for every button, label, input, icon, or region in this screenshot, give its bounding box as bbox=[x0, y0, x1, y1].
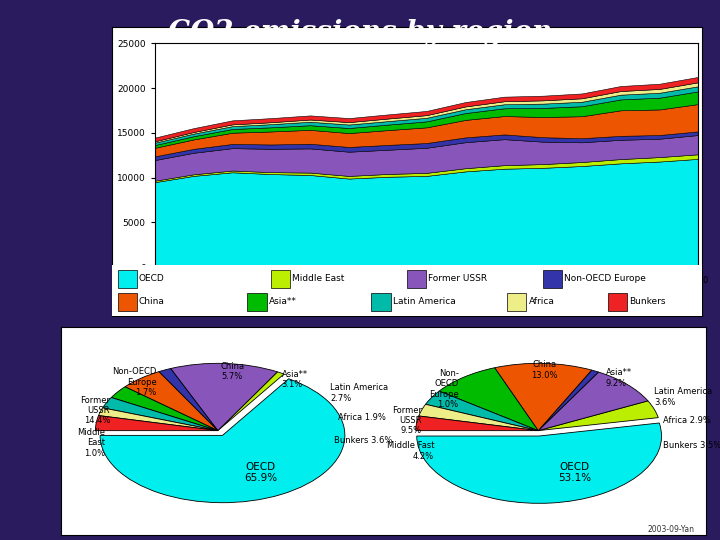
Text: Asia**
3.1%: Asia** 3.1% bbox=[282, 370, 307, 389]
Wedge shape bbox=[539, 370, 598, 431]
Text: Bunkers: Bunkers bbox=[629, 297, 665, 306]
Wedge shape bbox=[125, 372, 218, 431]
Wedge shape bbox=[419, 404, 539, 431]
Text: Latin America
3.6%: Latin America 3.6% bbox=[654, 387, 713, 407]
Text: Africa 2.9%: Africa 2.9% bbox=[663, 416, 711, 425]
FancyBboxPatch shape bbox=[372, 293, 390, 310]
Text: OECD
53.1%: OECD 53.1% bbox=[558, 462, 592, 483]
FancyBboxPatch shape bbox=[117, 270, 137, 288]
Wedge shape bbox=[426, 391, 539, 431]
FancyBboxPatch shape bbox=[507, 293, 526, 310]
Wedge shape bbox=[439, 368, 539, 431]
Text: China
13.0%: China 13.0% bbox=[531, 360, 557, 380]
Wedge shape bbox=[112, 387, 218, 431]
Text: Former
USSR
14.4%: Former USSR 14.4% bbox=[80, 396, 110, 426]
FancyBboxPatch shape bbox=[271, 270, 290, 288]
Text: Africa 1.9%: Africa 1.9% bbox=[338, 413, 386, 422]
Wedge shape bbox=[171, 363, 277, 431]
Wedge shape bbox=[416, 416, 539, 431]
Wedge shape bbox=[100, 379, 345, 503]
Text: OECD
65.9%: OECD 65.9% bbox=[244, 462, 277, 483]
Text: Middle Fast
4.2%: Middle Fast 4.2% bbox=[387, 441, 434, 461]
Wedge shape bbox=[218, 372, 284, 431]
FancyBboxPatch shape bbox=[407, 270, 426, 288]
FancyBboxPatch shape bbox=[608, 293, 626, 310]
Text: Non-OECD Europe: Non-OECD Europe bbox=[564, 274, 646, 284]
Text: CO2 emissions by region: CO2 emissions by region bbox=[168, 19, 552, 46]
Text: Bunkers 3.5%: Bunkers 3.5% bbox=[663, 441, 720, 450]
Text: Former
USSR
9.5%: Former USSR 9.5% bbox=[392, 406, 422, 435]
Wedge shape bbox=[539, 401, 658, 431]
Text: 2003-09-Yan: 2003-09-Yan bbox=[648, 524, 695, 534]
FancyBboxPatch shape bbox=[117, 293, 137, 310]
Text: Asia**
9.2%: Asia** 9.2% bbox=[606, 368, 631, 388]
Text: Middle East: Middle East bbox=[292, 274, 345, 284]
Text: Middle
East
1.0%: Middle East 1.0% bbox=[77, 428, 105, 458]
Wedge shape bbox=[495, 363, 592, 431]
Text: Africa: Africa bbox=[528, 297, 554, 306]
Wedge shape bbox=[417, 423, 662, 503]
Text: China
5.7%: China 5.7% bbox=[220, 362, 245, 381]
Text: OECD: OECD bbox=[139, 274, 164, 284]
Text: Latin America
2.7%: Latin America 2.7% bbox=[330, 383, 389, 403]
Wedge shape bbox=[103, 397, 218, 431]
Text: Non-OECD
Europe
1.7%: Non-OECD Europe 1.7% bbox=[112, 367, 157, 397]
FancyBboxPatch shape bbox=[248, 293, 266, 310]
Text: Latin America: Latin America bbox=[392, 297, 455, 306]
Text: Non-
OECD
Europe
1.0%: Non- OECD Europe 1.0% bbox=[429, 369, 459, 409]
Wedge shape bbox=[539, 372, 648, 431]
Text: China: China bbox=[139, 297, 165, 306]
Text: Former USSR: Former USSR bbox=[428, 274, 487, 284]
Text: Bunkers 3.6%: Bunkers 3.6% bbox=[334, 436, 392, 446]
Wedge shape bbox=[95, 416, 218, 431]
Text: Asia**: Asia** bbox=[269, 297, 297, 306]
FancyBboxPatch shape bbox=[543, 270, 562, 288]
Wedge shape bbox=[99, 408, 218, 431]
Wedge shape bbox=[159, 368, 218, 431]
